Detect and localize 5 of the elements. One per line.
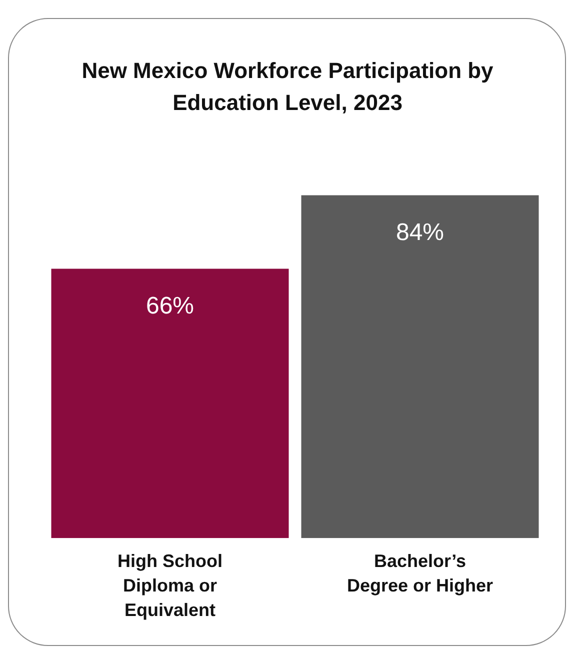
chart-title: New Mexico Workforce Participation by Education Level, 2023 [80, 57, 494, 117]
x-tick-label: Bachelor’s Degree or Higher [346, 551, 494, 596]
data-label: 66% [146, 292, 194, 320]
data-label: 84% [396, 218, 444, 246]
x-tick-label: High School Diploma or Equivalent [118, 551, 222, 620]
